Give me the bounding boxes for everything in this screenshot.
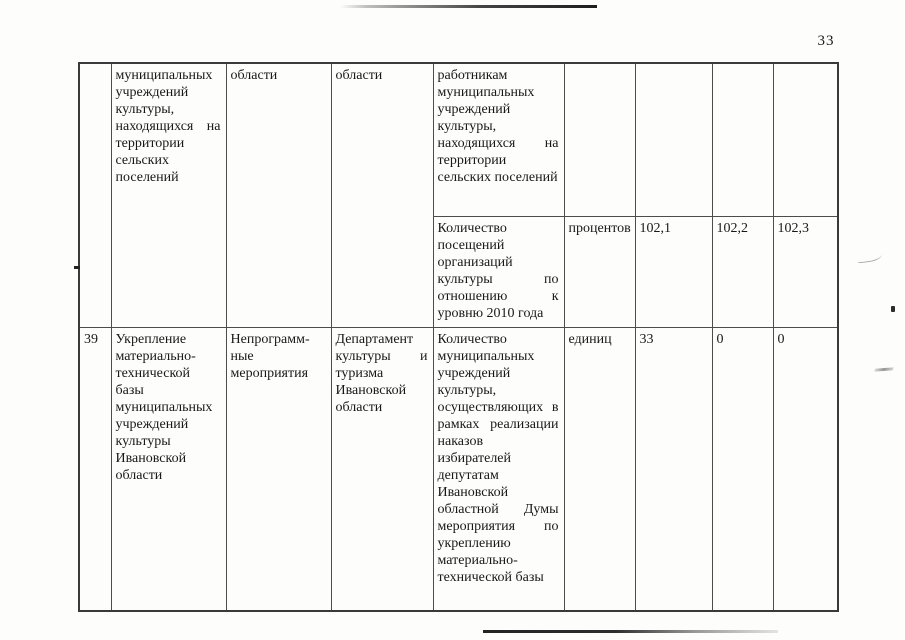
table-row-39: 39 Укрепление материально-технической ба… — [78, 327, 839, 612]
scan-artifact-dot — [891, 306, 895, 312]
unit-cell: единиц — [563, 327, 636, 612]
top-rule-line — [340, 5, 597, 8]
value-cell-year2: 102,2 — [711, 216, 774, 328]
page-number: 33 — [817, 33, 835, 49]
indicator-cell: Количество муниципальных учреждений куль… — [432, 327, 565, 612]
task-name-cell: муниципальных учреждений культуры, наход… — [110, 62, 227, 328]
row-number-cell — [78, 62, 112, 328]
value-cell-year1: 33 — [634, 327, 713, 612]
value-cell-year2 — [711, 62, 774, 217]
scan-artifact-tick — [74, 266, 80, 269]
table-row-indicator2: Количество посещений организаций культур… — [79, 216, 839, 328]
performance-indicators-table: муниципальных учреждений культуры, наход… — [78, 62, 839, 612]
program-cell: Непрограмм-ные мероприятия — [225, 327, 332, 612]
value-cell-year1 — [634, 62, 713, 217]
indicator-cell: работникам муниципальных учреждений куль… — [432, 62, 565, 217]
row-number-cell: 39 — [78, 327, 112, 612]
value-cell-year2: 0 — [711, 327, 774, 612]
bottom-rule-line — [483, 630, 778, 633]
unit-cell: процентов — [563, 216, 636, 328]
unit-cell — [563, 62, 636, 217]
value-cell-year1: 102,1 — [634, 216, 713, 328]
scan-artifact-squiggle — [874, 367, 894, 372]
value-cell-year3: 102,3 — [772, 216, 839, 328]
value-cell-year3: 0 — [772, 327, 839, 612]
executor-cell: области — [330, 62, 434, 328]
value-cell-year3 — [772, 62, 839, 217]
scan-artifact-curve — [856, 250, 883, 264]
table-row-continuation: муниципальных учреждений культуры, наход… — [78, 62, 839, 328]
task-name-cell: Укрепление материально-технической базы … — [110, 327, 227, 612]
executor-cell: Департамент культуры и туризма Ивановско… — [330, 327, 434, 612]
indicator-cell: Количество посещений организаций культур… — [432, 216, 565, 328]
program-cell: области — [225, 62, 332, 328]
